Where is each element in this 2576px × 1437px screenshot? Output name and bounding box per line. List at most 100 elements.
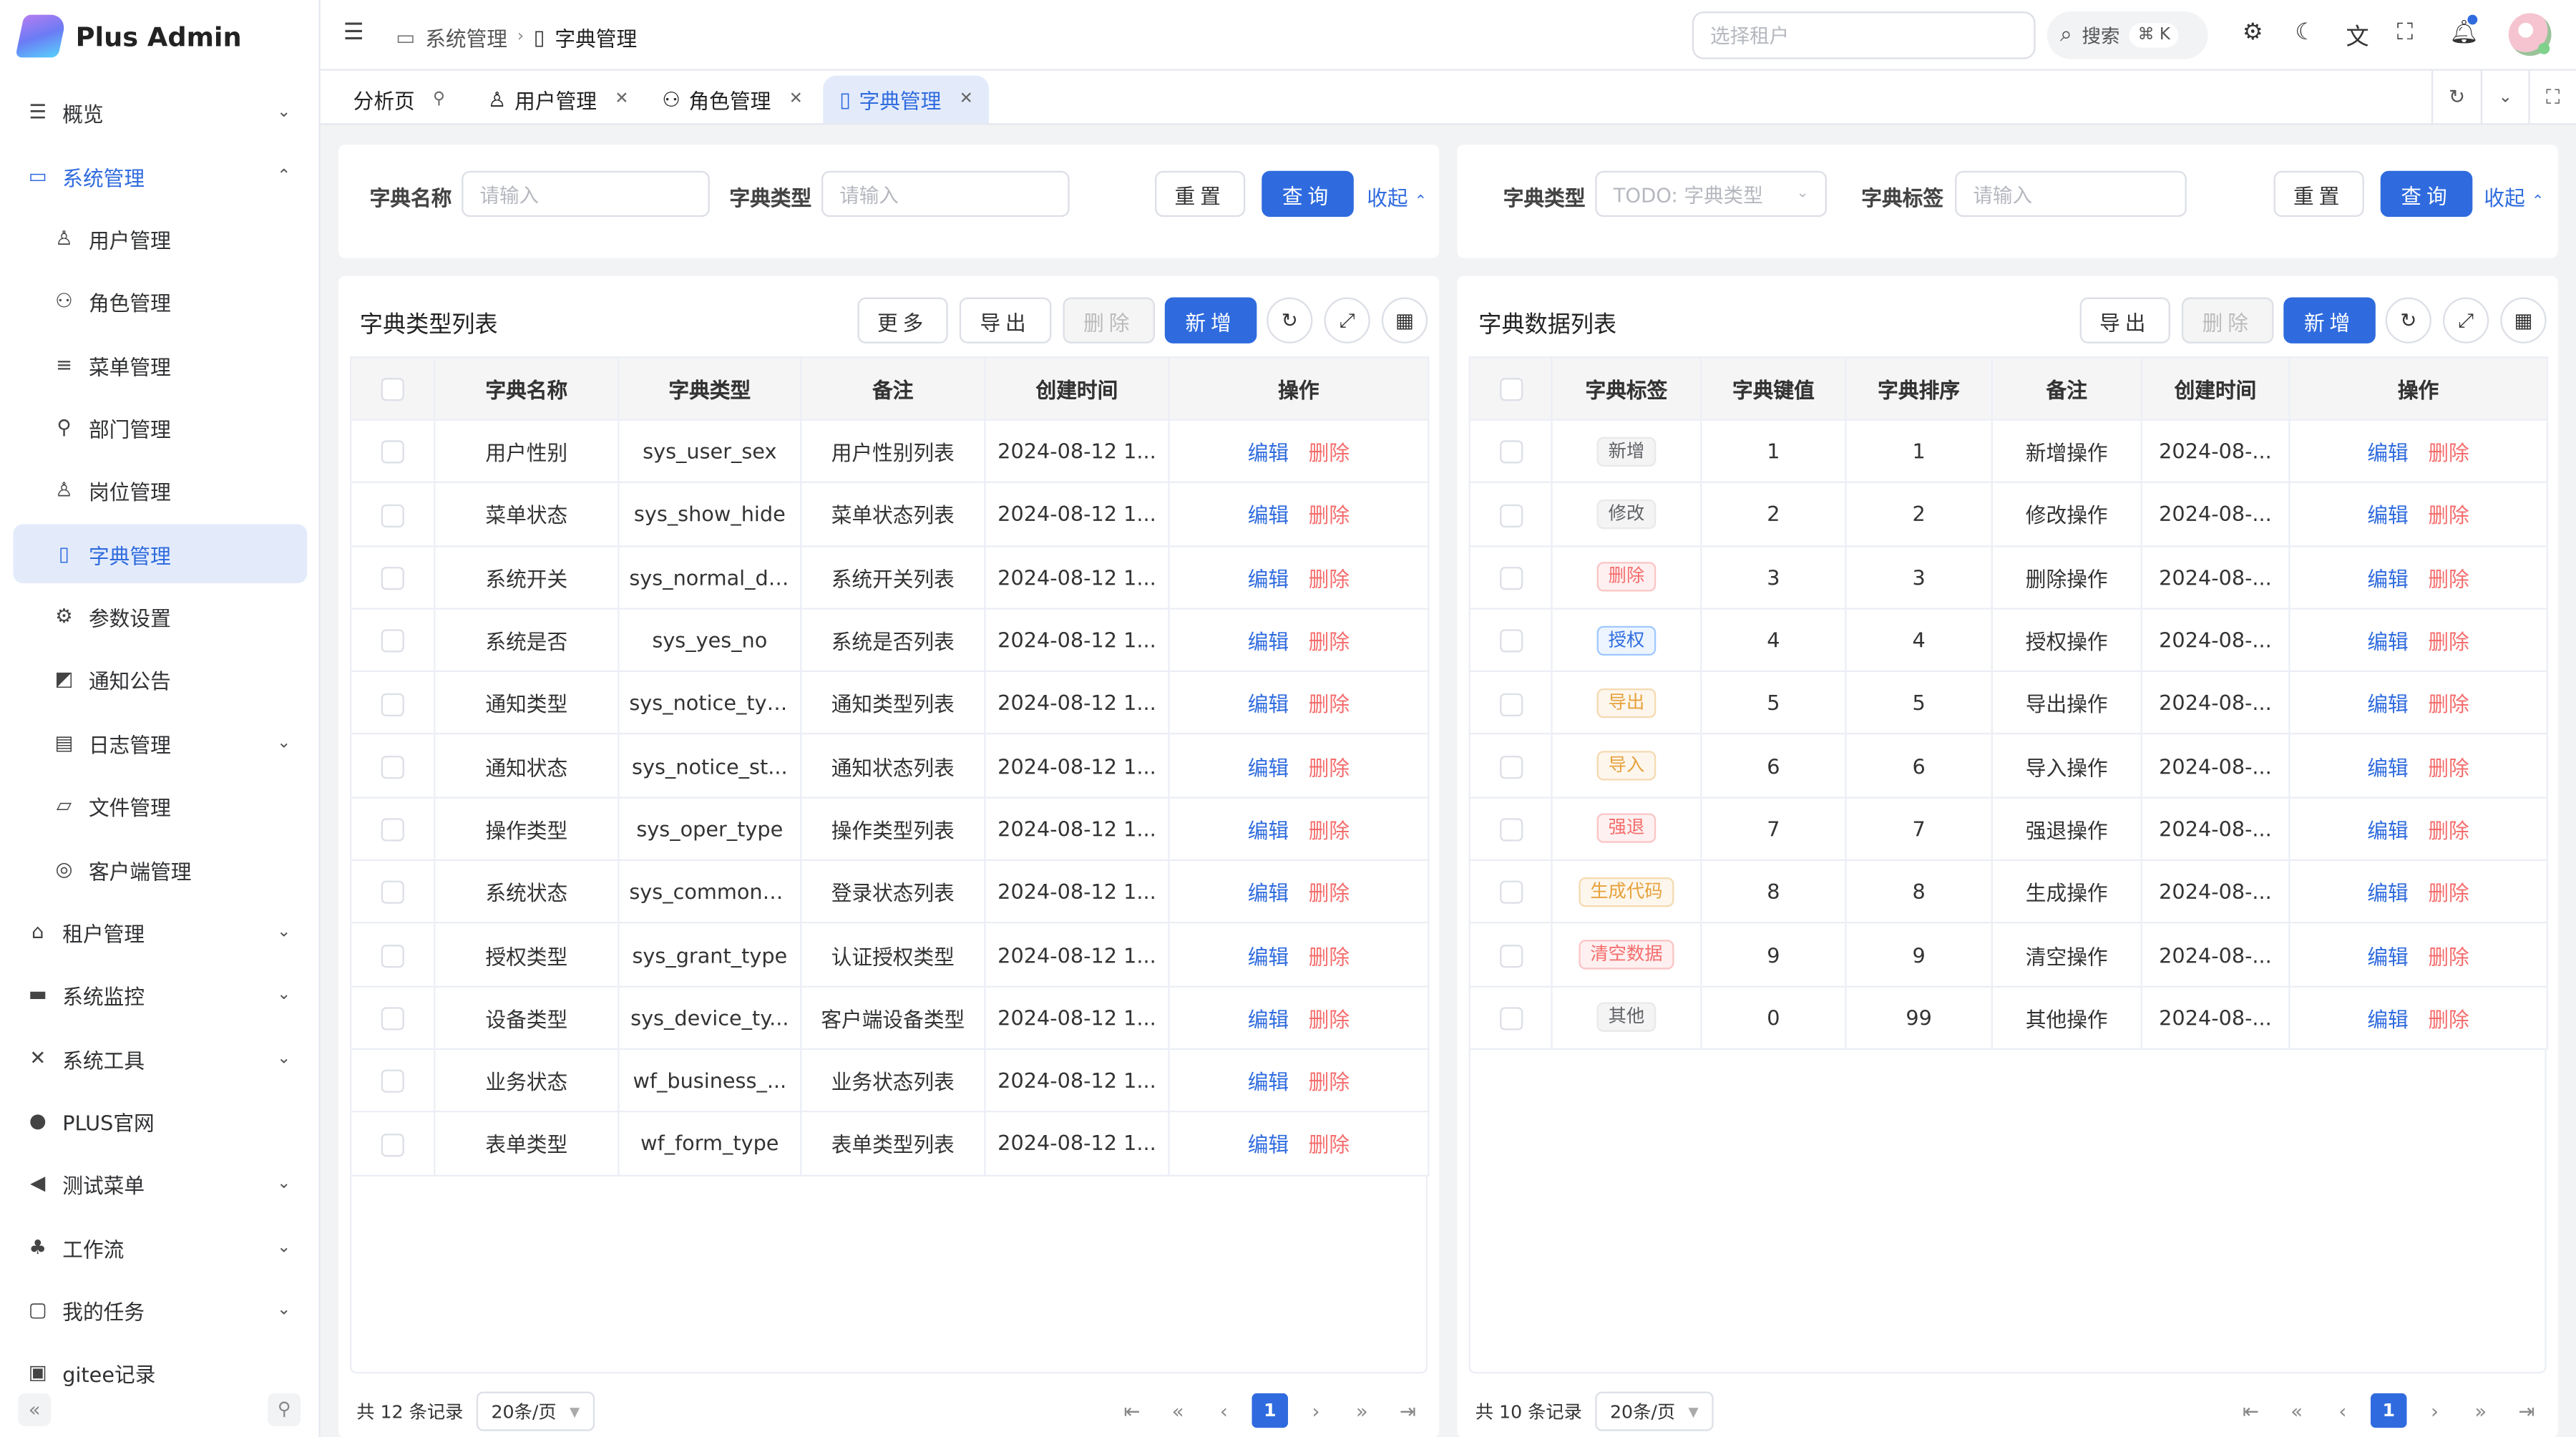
close-icon[interactable]: ✕ [789, 90, 803, 109]
reset-button[interactable]: 重置 [2273, 170, 2364, 218]
add-button[interactable]: 新增 [2283, 297, 2376, 344]
current-page[interactable]: 1 [1252, 1393, 1288, 1428]
prev-five-icon[interactable]: « [2290, 1398, 2303, 1423]
reset-button[interactable]: 重置 [1155, 170, 1246, 218]
prev-five-icon[interactable]: « [1171, 1398, 1184, 1423]
edit-link[interactable]: 编辑 [2367, 503, 2409, 528]
sidebar-item[interactable]: ♙ 岗位管理 [13, 460, 307, 520]
row-checkbox[interactable] [381, 1007, 404, 1031]
row-checkbox[interactable] [1499, 881, 1523, 905]
collapse-sidebar-button[interactable]: « [18, 1393, 52, 1426]
current-page[interactable]: 1 [2370, 1393, 2407, 1428]
sidebar-item[interactable]: ◩ 通知公告 [13, 649, 307, 708]
table-cell[interactable]: sys_user_sex [618, 419, 802, 484]
row-checkbox[interactable] [1499, 441, 1523, 464]
delete-link[interactable]: 删除 [2428, 566, 2469, 591]
delete-link[interactable]: 删除 [2428, 818, 2469, 843]
tab[interactable]: 分析页 ⚲ [337, 76, 462, 124]
edit-link[interactable]: 编辑 [1247, 755, 1289, 780]
sidebar-item[interactable]: ◎ 客户端管理 [13, 839, 307, 899]
tab[interactable]: ⚇ 角色管理 ✕ [645, 76, 819, 124]
delete-link[interactable]: 删除 [1308, 818, 1350, 843]
search-button[interactable]: ⌕ 搜索 ⌘ K [2046, 11, 2208, 59]
query-button[interactable]: 查询 [1262, 170, 1354, 218]
table-cell[interactable]: sys_grant_type [618, 922, 802, 988]
sidebar-item[interactable]: ▢ 我的任务 ⌄ [13, 1280, 307, 1340]
delete-link[interactable]: 删除 [2428, 881, 2469, 906]
delete-link[interactable]: 删除 [2428, 503, 2469, 528]
page-size-select[interactable]: 20条/页 ▼ [1595, 1391, 1714, 1431]
row-checkbox[interactable] [1499, 567, 1523, 590]
row-checkbox[interactable] [381, 692, 404, 716]
prev-page-icon[interactable]: ‹ [1219, 1398, 1228, 1423]
maximize-icon[interactable]: ⛶ [2528, 70, 2576, 125]
refresh-icon[interactable]: ↻ [1267, 297, 1313, 344]
table-cell[interactable]: wf_form_type [618, 1111, 802, 1176]
delete-link[interactable]: 删除 [2428, 629, 2469, 654]
sidebar-item[interactable]: ▬ 系统监控 ⌄ [13, 965, 307, 1024]
row-checkbox[interactable] [1499, 944, 1523, 968]
edit-link[interactable]: 编辑 [1247, 1006, 1289, 1032]
tenant-select[interactable]: 选择租户 [1692, 11, 2036, 59]
pin-icon[interactable]: ⚲ [433, 90, 445, 109]
export-button[interactable]: 导出 [959, 297, 1052, 344]
delete-link[interactable]: 删除 [2428, 755, 2469, 780]
edit-link[interactable]: 编辑 [1247, 818, 1289, 843]
delete-link[interactable]: 删除 [1308, 755, 1350, 780]
edit-link[interactable]: 编辑 [2367, 1006, 2409, 1032]
sidebar-item[interactable]: ⚇ 角色管理 [13, 271, 307, 331]
sidebar-item[interactable]: ▱ 文件管理 [13, 776, 307, 835]
delete-button[interactable]: 删除 [2181, 297, 2274, 344]
fullscreen-icon[interactable]: ⛶ [2396, 19, 2414, 47]
dark-mode-icon[interactable]: ☾ [2295, 19, 2316, 47]
edit-link[interactable]: 编辑 [1247, 881, 1289, 906]
delete-button[interactable]: 删除 [1063, 297, 1156, 344]
table-cell[interactable]: sys_show_hide [618, 482, 802, 547]
query-button[interactable]: 查询 [2380, 170, 2473, 218]
edit-link[interactable]: 编辑 [2367, 818, 2409, 843]
row-checkbox[interactable] [1499, 692, 1523, 716]
collapse-link[interactable]: 收起 ⌃ [1367, 181, 1427, 213]
sidebar-item[interactable]: ⚙ 参数设置 [13, 587, 307, 646]
columns-icon[interactable]: ▦ [1381, 297, 1428, 344]
sidebar-item[interactable]: ▣ gitee记录 [13, 1343, 307, 1402]
page-size-select[interactable]: 20条/页 ▼ [476, 1391, 595, 1431]
sidebar-item[interactable]: ▤ 日志管理 ⌄ [13, 713, 307, 772]
prev-page-icon[interactable]: ‹ [2338, 1398, 2347, 1423]
table-cell[interactable]: sys_common_... [618, 859, 802, 925]
delete-link[interactable]: 删除 [1308, 503, 1350, 528]
edit-link[interactable]: 编辑 [2367, 944, 2409, 969]
edit-link[interactable]: 编辑 [1247, 503, 1289, 528]
export-button[interactable]: 导出 [2079, 297, 2170, 344]
edit-link[interactable]: 编辑 [1247, 440, 1289, 466]
sidebar-item[interactable]: ✕ 系统工具 ⌄ [13, 1028, 307, 1088]
collapse-link[interactable]: 收起 ⌃ [2484, 181, 2544, 213]
delete-link[interactable]: 删除 [1308, 1132, 1350, 1158]
sidebar-item[interactable]: ◀ 测试菜单 ⌄ [13, 1154, 307, 1213]
delete-link[interactable]: 删除 [2428, 692, 2469, 717]
chevron-down-icon[interactable]: ⌄ [2480, 70, 2529, 125]
row-checkbox[interactable] [381, 944, 404, 968]
refresh-tab-icon[interactable]: ↻ [2431, 70, 2481, 125]
next-page-icon[interactable]: › [1312, 1398, 1320, 1423]
delete-link[interactable]: 删除 [2428, 1006, 2469, 1032]
row-checkbox[interactable] [381, 1070, 404, 1093]
refresh-icon[interactable]: ↻ [2385, 297, 2431, 344]
table-cell[interactable]: sys_yes_no [618, 608, 802, 673]
table-cell[interactable]: wf_business_... [618, 1048, 802, 1113]
delete-link[interactable]: 删除 [1308, 692, 1350, 717]
edit-link[interactable]: 编辑 [2367, 566, 2409, 591]
delete-link[interactable]: 删除 [1308, 440, 1350, 466]
dict-type-input[interactable]: 请输入 [821, 170, 1070, 218]
row-checkbox[interactable] [381, 818, 404, 842]
table-cell[interactable]: sys_device_ty... [618, 985, 802, 1051]
add-button[interactable]: 新增 [1164, 297, 1257, 344]
row-checkbox[interactable] [1499, 629, 1523, 653]
row-checkbox[interactable] [381, 755, 404, 779]
app-logo[interactable]: Plus Admin [15, 14, 242, 58]
sidebar-item[interactable]: ⌂ 租户管理 ⌄ [13, 902, 307, 961]
last-page-icon[interactable]: ⇥ [1400, 1398, 1417, 1423]
sidebar-item[interactable]: ▯ 字典管理 [13, 524, 308, 584]
delete-link[interactable]: 删除 [2428, 440, 2469, 466]
sidebar-item[interactable]: ♙ 用户管理 [13, 209, 307, 268]
